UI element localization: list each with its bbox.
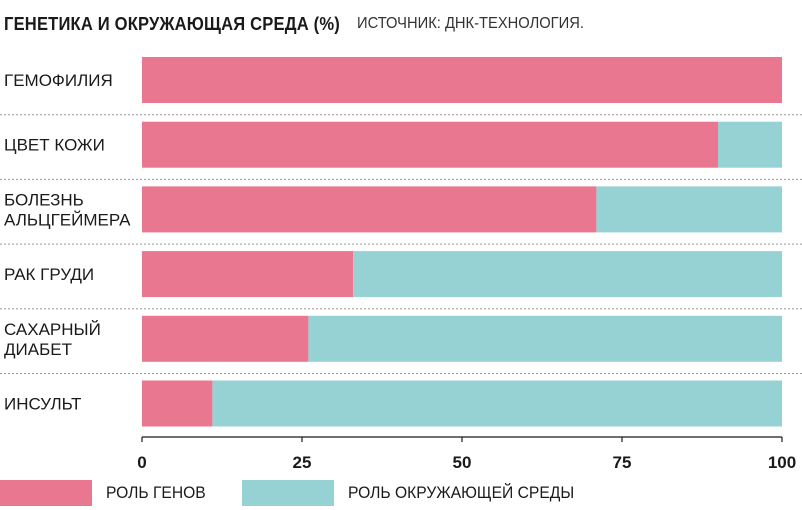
category-label: АЛЬЦГЕЙМЕРА [4, 210, 131, 229]
bar-genes [142, 57, 782, 103]
category-label: ГЕМОФИЛИЯ [4, 71, 113, 90]
legend-item-environment: РОЛЬ ОКРУЖАЮЩЕЙ СРЕДЫ [242, 480, 594, 506]
legend-swatch-genes [0, 480, 92, 506]
bar-genes [142, 380, 213, 427]
legend-label-genes: РОЛЬ ГЕНОВ [106, 483, 206, 502]
x-tick-label: 100 [768, 453, 796, 472]
legend: РОЛЬ ГЕНОВ РОЛЬ ОКРУЖАЮЩЕЙ СРЕДЫ [0, 480, 802, 510]
legend-label-environment: РОЛЬ ОКРУЖАЮЩЕЙ СРЕДЫ [348, 483, 575, 502]
bar-environment [596, 186, 782, 233]
chart-header: ГЕНЕТИКА И ОКРУЖАЮЩАЯ СРЕДА (%) ИСТОЧНИК… [4, 8, 604, 40]
category-label: РАК ГРУДИ [4, 265, 94, 284]
legend-swatch-environment [242, 480, 334, 506]
bar-environment [353, 251, 782, 298]
bar-genes [142, 186, 597, 233]
x-axis: 0 25 50 75 100 [137, 436, 796, 472]
bar-genes [142, 121, 718, 168]
category-label: САХАРНЫЙ [4, 320, 101, 339]
chart-source: ИСТОЧНИК: ДНК-ТЕХНОЛОГИЯ. [357, 15, 585, 32]
bar-environment [308, 315, 782, 362]
bar-genes [142, 251, 354, 298]
category-label: ДИАБЕТ [4, 340, 72, 359]
category-label: БОЛЕЗНЬ [4, 190, 84, 209]
chart-title: ГЕНЕТИКА И ОКРУЖАЮЩАЯ СРЕДА (%) [4, 13, 340, 34]
x-tick-label: 25 [293, 453, 312, 472]
bar-genes [142, 315, 309, 362]
category-label: ЦВЕТ КОЖИ [4, 136, 105, 155]
legend-item-genes: РОЛЬ ГЕНОВ [0, 480, 214, 506]
bar-environment [212, 380, 782, 427]
x-tick-label: 50 [453, 453, 472, 472]
x-tick-label: 75 [613, 453, 632, 472]
category-label: ИНСУЛЬТ [4, 395, 81, 414]
x-tick-label: 0 [137, 453, 146, 472]
bar-environment [718, 121, 782, 168]
